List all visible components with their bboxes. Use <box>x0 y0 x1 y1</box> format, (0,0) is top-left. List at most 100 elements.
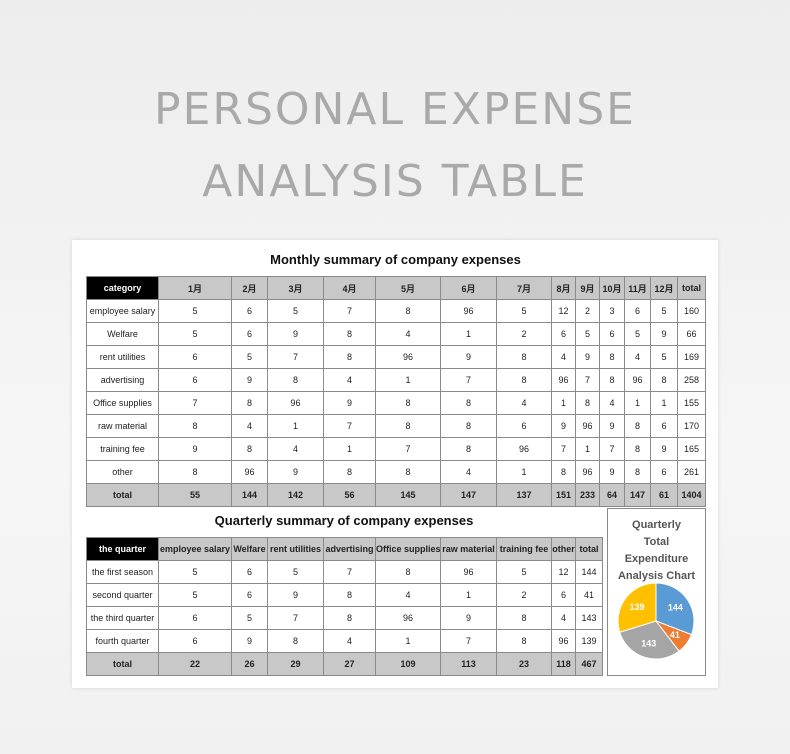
table-cell: 6 <box>551 322 576 346</box>
pie-chart-title: Quarterly Total Expenditure Analysis Cha… <box>608 517 705 585</box>
table-cell: 6 <box>551 583 576 607</box>
table-row: second quarter 5 6 9 8 4 1 2 6 41 <box>86 583 603 607</box>
quarterly-header-cell: the quarter <box>86 537 159 561</box>
quarterly-header-cell: employee salary <box>158 537 232 561</box>
monthly-header-cell: 11月 <box>624 276 651 300</box>
table-cell: 96 <box>575 460 600 484</box>
table-cell: 1 <box>440 583 497 607</box>
row-label-cell: other <box>86 460 159 484</box>
table-cell: 96 <box>551 629 576 653</box>
table-cell: 9 <box>575 345 600 369</box>
table-cell: 8 <box>624 460 651 484</box>
monthly-header-cell: 7月 <box>496 276 552 300</box>
table-cell: 8 <box>496 345 552 369</box>
spreadsheet-card: Monthly summary of company expenses cate… <box>72 240 718 688</box>
table-cell: 258 <box>677 368 706 392</box>
total-cell: 61 <box>650 483 678 507</box>
table-cell: 5 <box>650 299 678 323</box>
table-cell: 8 <box>496 606 552 630</box>
table-cell: 5 <box>650 345 678 369</box>
table-row: training fee 9 8 4 1 7 8 96 7 1 7 8 9 165 <box>86 437 706 461</box>
table-cell: 6 <box>650 460 678 484</box>
table-cell: 8 <box>496 629 552 653</box>
total-cell: 137 <box>496 483 552 507</box>
table-cell: 1 <box>575 437 600 461</box>
quarterly-header-cell: advertising <box>323 537 376 561</box>
quarterly-header-row: the quarter employee salary Welfare rent ut… <box>86 537 603 561</box>
table-cell: 4 <box>624 345 651 369</box>
table-cell: 5 <box>624 322 651 346</box>
table-cell: 8 <box>158 414 232 438</box>
table-cell: 6 <box>231 583 268 607</box>
table-cell: 5 <box>496 299 552 323</box>
table-cell: 6 <box>650 414 678 438</box>
table-cell: 8 <box>375 460 441 484</box>
monthly-header-cell: 3月 <box>267 276 324 300</box>
table-cell: 8 <box>231 391 268 415</box>
table-cell: 8 <box>599 368 625 392</box>
table-cell: 4 <box>496 391 552 415</box>
table-cell: 6 <box>231 322 268 346</box>
row-label-cell: employee salary <box>86 299 159 323</box>
pie-slice <box>655 582 695 636</box>
total-cell: 26 <box>231 652 268 676</box>
pie-slice-label: 144 <box>668 603 683 613</box>
table-cell: 9 <box>650 437 678 461</box>
table-cell: 165 <box>677 437 706 461</box>
table-cell: 8 <box>624 437 651 461</box>
table-cell: 6 <box>496 414 552 438</box>
pie-slice-label: 143 <box>641 638 656 648</box>
pie-title-line: Quarterly <box>632 519 681 531</box>
table-cell: 1 <box>323 437 376 461</box>
table-cell: 8 <box>323 583 376 607</box>
table-cell: 144 <box>575 560 603 584</box>
table-cell: 1 <box>440 322 497 346</box>
monthly-header-cell: 10月 <box>599 276 625 300</box>
table-row: employee salary 5 6 5 7 8 96 5 12 2 3 6 5 160 <box>86 299 706 323</box>
table-cell: 8 <box>375 391 441 415</box>
total-cell: 145 <box>375 483 441 507</box>
row-label-cell: advertising <box>86 368 159 392</box>
table-cell: 4 <box>599 391 625 415</box>
table-cell: 9 <box>267 583 324 607</box>
table-cell: 261 <box>677 460 706 484</box>
table-cell: 2 <box>575 299 600 323</box>
table-cell: 9 <box>650 322 678 346</box>
table-cell: 8 <box>323 606 376 630</box>
monthly-header-cell: total <box>677 276 706 300</box>
page-title-line2: ANALYSIS TABLE <box>202 156 588 207</box>
total-row: total 22 26 29 27 109 113 23 118 467 <box>86 652 603 676</box>
row-label-cell: raw material <box>86 414 159 438</box>
table-cell: 8 <box>575 391 600 415</box>
table-cell: 5 <box>496 560 552 584</box>
table-cell: 3 <box>599 299 625 323</box>
table-cell: 96 <box>375 606 441 630</box>
table-cell: 4 <box>375 583 441 607</box>
row-label-cell: the first season <box>86 560 159 584</box>
table-cell: 155 <box>677 391 706 415</box>
table-cell: 4 <box>375 322 441 346</box>
table-cell: 4 <box>551 606 576 630</box>
page-title-line1: PERSONAL EXPENSE <box>154 84 636 135</box>
total-cell: 55 <box>158 483 232 507</box>
table-cell: 96 <box>575 414 600 438</box>
table-cell: 8 <box>323 460 376 484</box>
row-label-cell: second quarter <box>86 583 159 607</box>
total-cell: 1404 <box>677 483 706 507</box>
monthly-caption: Monthly summary of company expenses <box>270 252 521 267</box>
table-cell: 6 <box>231 299 268 323</box>
table-cell: 6 <box>231 560 268 584</box>
total-cell: 233 <box>575 483 600 507</box>
table-cell: 9 <box>440 345 497 369</box>
table-cell: 8 <box>323 345 376 369</box>
pie-title-line: Total <box>643 536 670 548</box>
table-cell: 8 <box>231 437 268 461</box>
total-cell: 27 <box>323 652 376 676</box>
quarterly-header-cell: Office supplies <box>375 537 441 561</box>
table-cell: 7 <box>323 414 376 438</box>
table-cell: 6 <box>624 299 651 323</box>
total-cell: 118 <box>551 652 576 676</box>
table-row: the third quarter 6 5 7 8 96 9 8 4 143 <box>86 606 603 630</box>
table-cell: 96 <box>624 368 651 392</box>
quarterly-header-cell: total <box>575 537 603 561</box>
